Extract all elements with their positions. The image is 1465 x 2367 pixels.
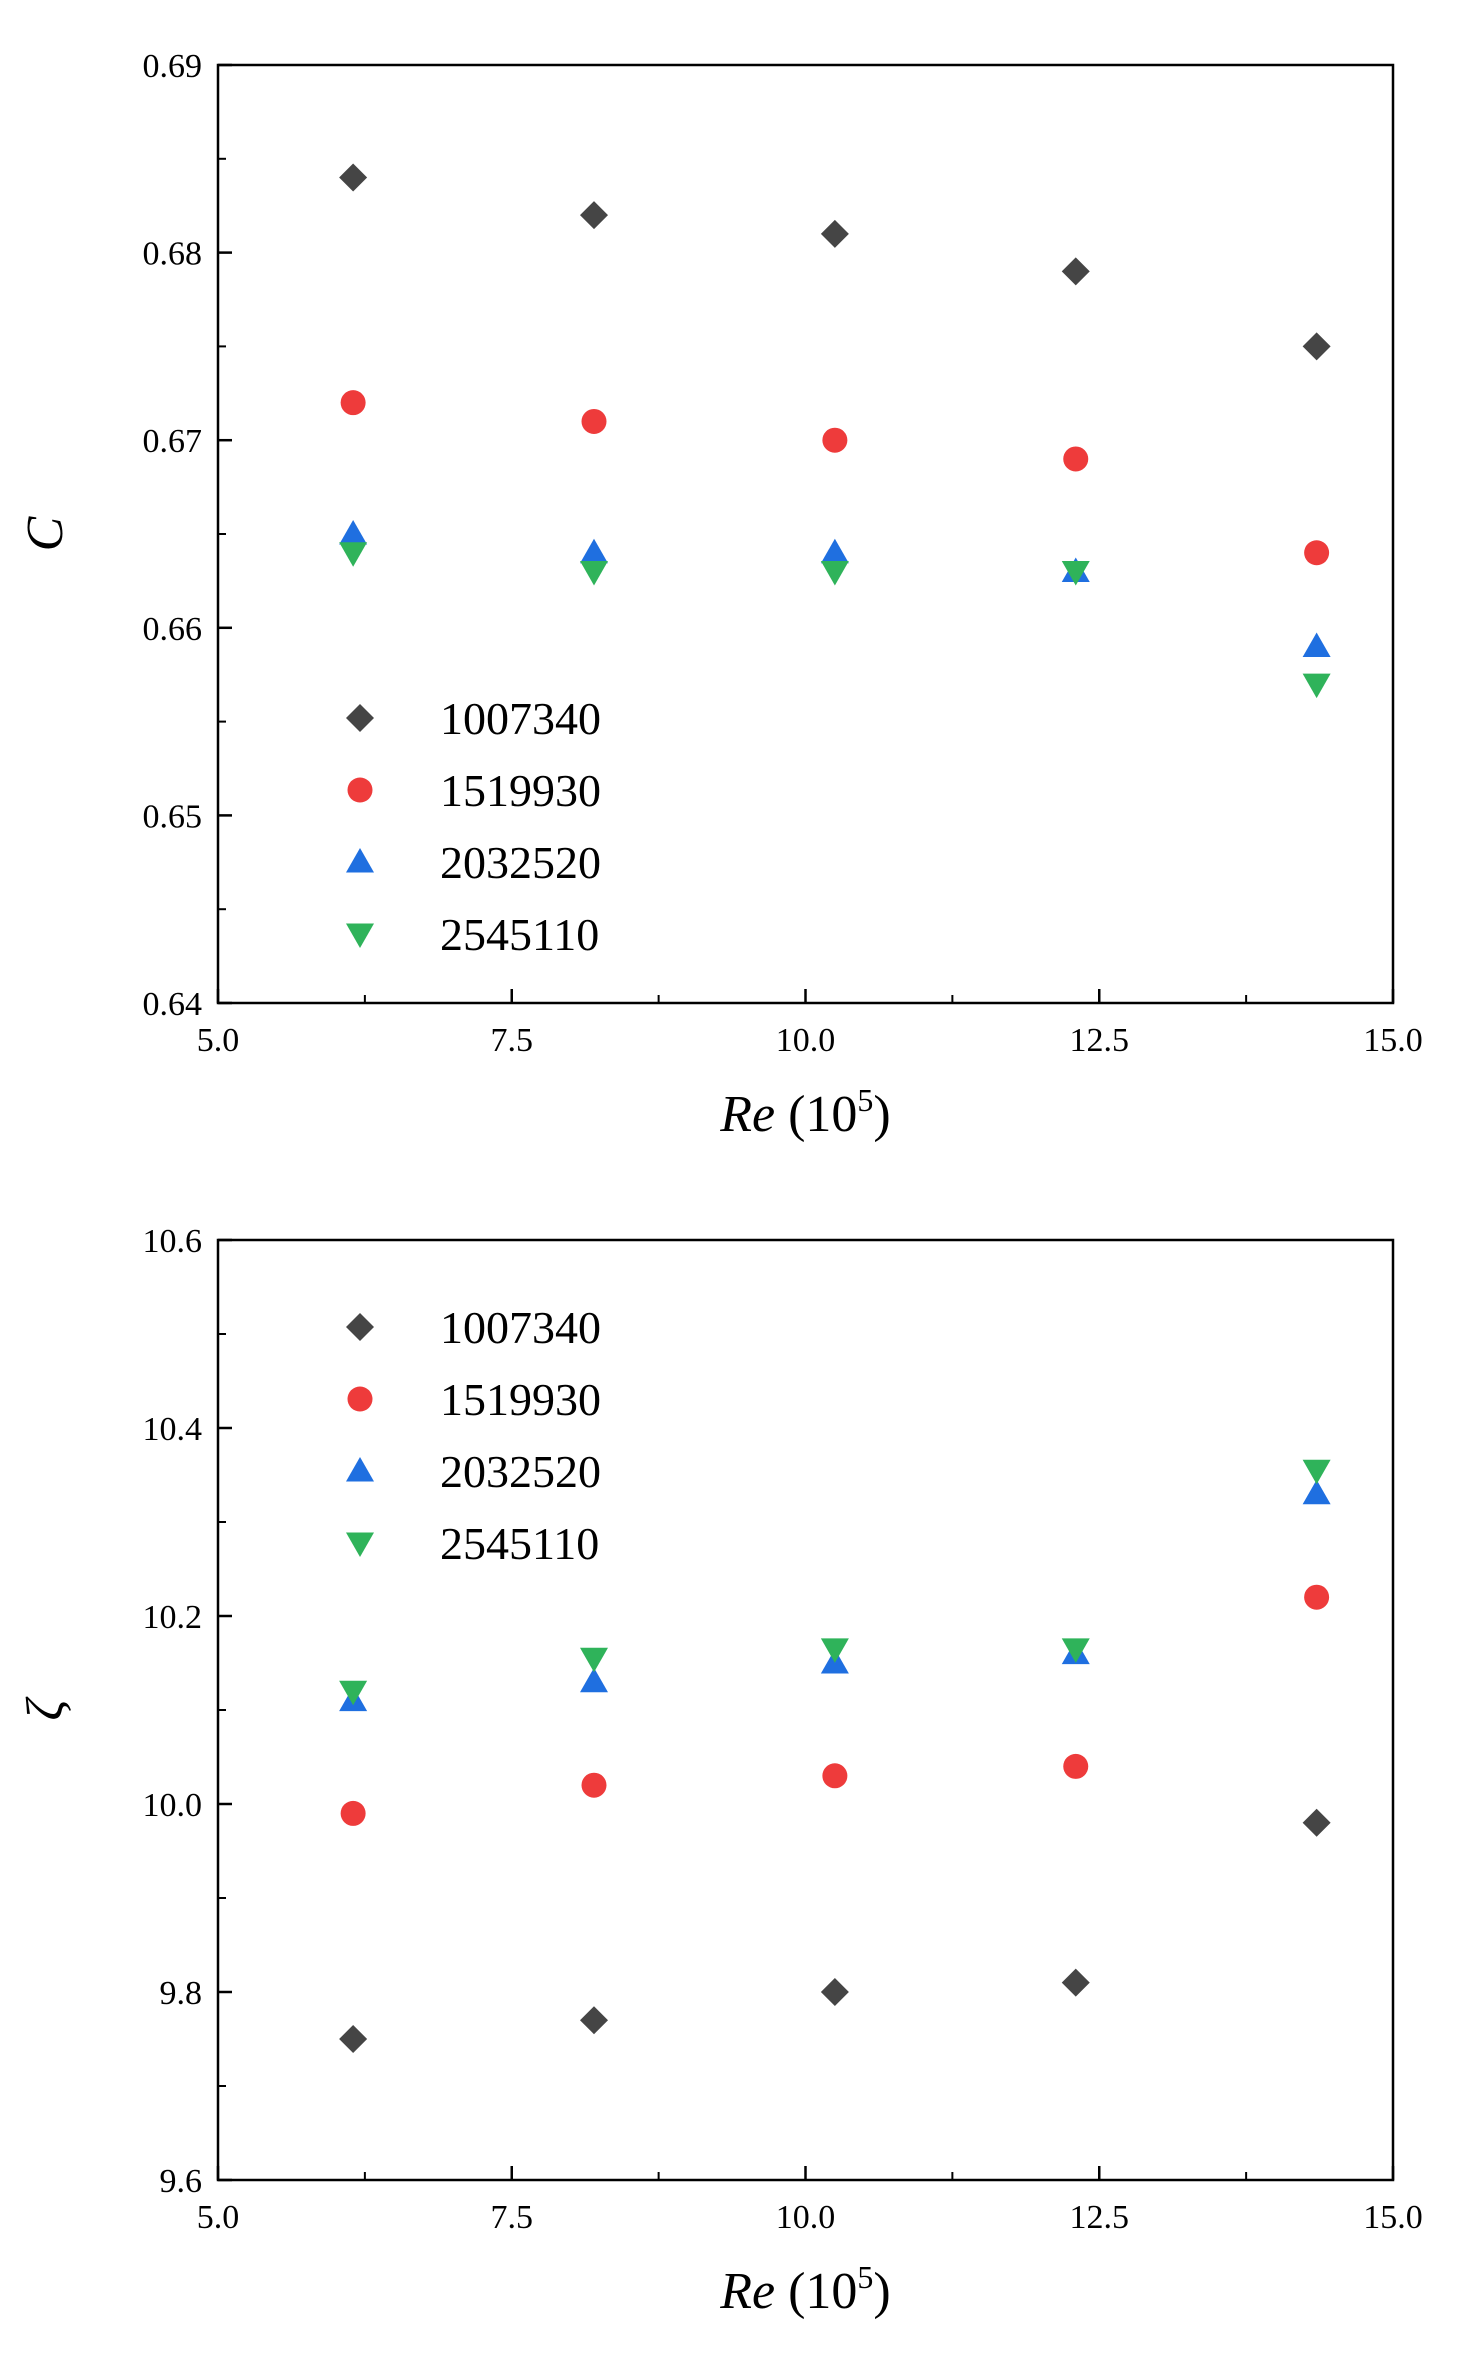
- data-point: [339, 542, 368, 567]
- x-tick-label: 5.0: [197, 1022, 240, 1059]
- data-point: [1061, 1968, 1090, 1997]
- legend-label: 2545110: [440, 909, 599, 960]
- series-2545110: [339, 542, 1331, 699]
- legend-marker: [346, 848, 374, 873]
- legend-marker: [346, 704, 374, 732]
- legend-label: 1007340: [440, 1302, 601, 1353]
- data-point: [580, 538, 608, 564]
- legend-marker: [346, 1532, 374, 1557]
- data-point: [580, 561, 608, 586]
- x-axis-label: Re (105): [719, 2259, 891, 2320]
- data-point: [580, 1647, 608, 1673]
- data-point: [820, 219, 849, 248]
- x-tick-label: 10.0: [776, 2199, 836, 2236]
- data-point: [1304, 1584, 1330, 1610]
- series-1519930: [340, 390, 1330, 566]
- data-point: [820, 1978, 849, 2006]
- data-point: [580, 1667, 608, 1693]
- x-tick-label: 12.5: [1070, 2199, 1130, 2236]
- data-point: [339, 1680, 368, 1706]
- data-point: [820, 538, 849, 564]
- y-tick-label: 9.8: [160, 1975, 203, 2012]
- data-point: [339, 520, 368, 545]
- y-axis-label: ζ: [17, 1697, 74, 1721]
- data-point: [339, 163, 368, 192]
- x-tick-label: 15.0: [1363, 2199, 1423, 2236]
- y-tick-label: 0.67: [143, 423, 203, 460]
- chart-c-vs-re: 5.0 7.5 10.0 12.5 15.0 0.64 0.65 0.66 0.67 0.68 0.…: [17, 48, 1423, 1143]
- data-point: [1302, 673, 1331, 699]
- legend: 1007340 1519930 2032520 2545110: [346, 693, 601, 960]
- series-1007340: [339, 1808, 1331, 2053]
- legend-label: 2032520: [440, 837, 601, 888]
- data-point: [1061, 561, 1090, 586]
- series-2545110: [339, 1459, 1331, 1706]
- legend: 1007340 1519930 2032520 2545110: [346, 1302, 601, 1569]
- legend-label: 1519930: [440, 1374, 601, 1425]
- series-1007340: [339, 163, 1331, 361]
- x-tick-label: 10.0: [776, 1022, 836, 1059]
- data-point: [1302, 332, 1331, 361]
- x-axis-label-unit: (10: [775, 1086, 857, 1143]
- legend-label: 2545110: [440, 1518, 599, 1569]
- legend-marker: [347, 777, 373, 803]
- data-point: [1302, 1459, 1331, 1485]
- x-axis-label-exponent: 5: [857, 1082, 873, 1118]
- data-point: [1302, 632, 1331, 658]
- data-point: [1302, 1479, 1331, 1505]
- data-point: [580, 2006, 608, 2035]
- legend-marker: [346, 1457, 374, 1482]
- x-tick-label: 5.0: [197, 2199, 240, 2236]
- y-tick-label: 0.64: [143, 986, 203, 1023]
- data-point: [340, 1800, 366, 1826]
- data-point: [820, 1638, 849, 1663]
- y-tick-label: 0.65: [143, 798, 203, 835]
- data-point: [1063, 446, 1089, 472]
- x-axis-label-close: ): [873, 1086, 890, 1143]
- y-tick-label: 10.6: [143, 1223, 203, 1260]
- x-tick-label: 7.5: [491, 1022, 534, 1059]
- series-1519930: [340, 1584, 1330, 1826]
- legend-label: 2032520: [440, 1446, 601, 1497]
- legend-marker: [347, 1386, 373, 1412]
- x-tick-label: 12.5: [1070, 1022, 1130, 1059]
- x-axis-label-unit: (10: [775, 2263, 857, 2320]
- y-tick-label: 10.2: [143, 1599, 203, 1636]
- data-point: [822, 1763, 848, 1789]
- legend-label: 1519930: [440, 765, 601, 816]
- x-axis-label-main: Re: [719, 1086, 775, 1143]
- y-tick-label: 0.66: [143, 611, 203, 648]
- y-tick-label: 10.4: [143, 1411, 203, 1448]
- data-point: [581, 1772, 607, 1798]
- legend-label: 1007340: [440, 693, 601, 744]
- data-point: [340, 390, 366, 416]
- x-tick-label: 15.0: [1363, 1022, 1423, 1059]
- data-point: [1304, 540, 1330, 566]
- y-tick-label: 10.0: [143, 1787, 203, 1824]
- data-point: [1061, 1638, 1090, 1663]
- x-axis-label-exponent: 5: [857, 2259, 873, 2295]
- y-tick-label: 0.69: [143, 48, 203, 85]
- data-point: [580, 201, 608, 230]
- x-tick-label: 7.5: [491, 2199, 534, 2236]
- y-tick-label: 9.6: [160, 2163, 203, 2200]
- x-axis-label: Re (105): [719, 1082, 891, 1143]
- data-point: [1302, 1808, 1331, 1837]
- data-point: [1063, 1753, 1089, 1779]
- y-tick-label: 0.68: [143, 236, 203, 273]
- data-point: [339, 2025, 368, 2053]
- data-point: [822, 427, 848, 453]
- legend-marker: [346, 923, 374, 948]
- data-point: [581, 408, 607, 434]
- x-axis-label-close: ): [873, 2263, 890, 2320]
- data-point: [820, 561, 849, 586]
- x-axis-label-main: Re: [719, 2263, 775, 2320]
- y-axis-label: C: [17, 515, 74, 551]
- chart-zeta-vs-re: 5.0 7.5 10.0 12.5 15.0 9.6 9.8 10.0 10.2 10.4 10.6…: [17, 1223, 1423, 2320]
- data-point: [1061, 257, 1090, 286]
- legend-marker: [346, 1313, 374, 1341]
